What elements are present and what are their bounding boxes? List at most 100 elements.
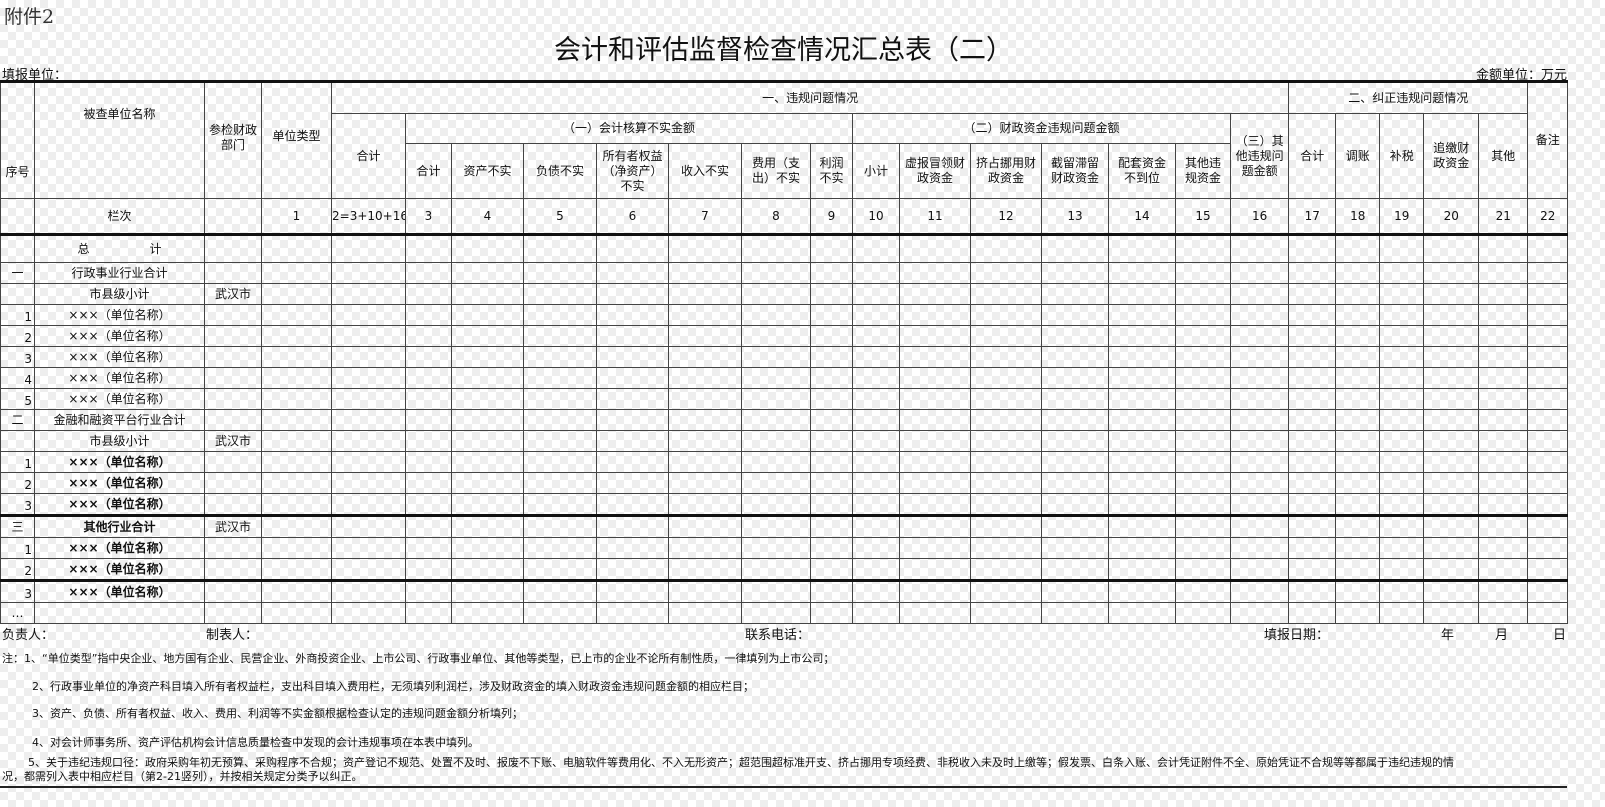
data-cell[interactable] [852, 537, 900, 559]
data-cell[interactable] [596, 537, 669, 559]
data-cell[interactable] [668, 472, 742, 494]
data-cell[interactable] [668, 537, 742, 559]
data-cell[interactable] [1527, 493, 1569, 517]
data-cell[interactable] [899, 409, 971, 431]
data-cell[interactable] [523, 409, 597, 431]
data-cell[interactable] [261, 451, 332, 473]
data-cell[interactable] [741, 304, 811, 326]
data-cell[interactable] [810, 537, 853, 559]
data-cell[interactable] [1527, 409, 1569, 431]
data-cell[interactable] [852, 472, 900, 494]
data-cell[interactable] [1423, 388, 1480, 410]
data-cell[interactable] [1478, 451, 1529, 473]
data-cell[interactable] [810, 388, 853, 410]
data-cell[interactable] [1175, 346, 1231, 368]
data-cell[interactable] [810, 472, 853, 494]
data-cell[interactable] [1175, 558, 1231, 582]
data-cell[interactable] [261, 262, 332, 284]
data-cell[interactable] [451, 515, 524, 538]
data-cell[interactable] [1041, 388, 1109, 410]
data-cell[interactable] [899, 367, 971, 389]
data-cell[interactable] [1335, 346, 1381, 368]
data-cell[interactable] [1288, 472, 1337, 494]
data-cell[interactable] [1175, 602, 1231, 624]
data-cell[interactable] [523, 283, 597, 305]
data-cell[interactable] [1108, 346, 1176, 368]
data-cell[interactable] [405, 234, 452, 263]
data-cell[interactable] [1335, 493, 1381, 517]
data-cell[interactable] [1379, 451, 1425, 473]
data-cell[interactable] [1229, 409, 1290, 431]
data-cell[interactable] [1041, 367, 1109, 389]
data-cell[interactable] [261, 493, 332, 517]
data-cell[interactable] [405, 515, 452, 538]
data-cell[interactable] [331, 580, 406, 603]
data-cell[interactable] [1175, 283, 1231, 305]
data-cell[interactable] [668, 234, 742, 263]
data-cell[interactable] [1527, 537, 1569, 559]
data-cell[interactable] [1478, 515, 1529, 538]
data-cell[interactable] [1229, 602, 1290, 624]
data-cell[interactable] [1379, 283, 1425, 305]
data-cell[interactable] [741, 325, 811, 347]
data-cell[interactable] [1423, 325, 1480, 347]
data-cell[interactable] [852, 325, 900, 347]
data-cell[interactable] [1335, 388, 1381, 410]
data-cell[interactable] [405, 304, 452, 326]
data-cell[interactable] [970, 558, 1042, 582]
data-cell[interactable] [1423, 367, 1480, 389]
data-cell[interactable] [261, 409, 332, 431]
data-cell[interactable] [331, 234, 406, 263]
data-cell[interactable] [668, 515, 742, 538]
data-cell[interactable] [810, 580, 853, 603]
data-cell[interactable] [1423, 451, 1480, 473]
data-cell[interactable] [852, 451, 900, 473]
data-cell[interactable] [970, 346, 1042, 368]
data-cell[interactable] [596, 234, 669, 263]
data-cell[interactable] [1478, 558, 1529, 582]
data-cell[interactable] [1108, 472, 1176, 494]
data-cell[interactable] [899, 304, 971, 326]
data-cell[interactable] [1108, 283, 1176, 305]
data-cell[interactable] [1423, 493, 1480, 517]
data-cell[interactable] [1229, 346, 1290, 368]
data-cell[interactable] [261, 346, 332, 368]
data-cell[interactable] [1288, 515, 1337, 538]
data-cell[interactable] [1175, 325, 1231, 347]
data-cell[interactable] [1288, 234, 1337, 263]
data-cell[interactable] [1335, 537, 1381, 559]
data-cell[interactable] [261, 283, 332, 305]
data-cell[interactable] [261, 234, 332, 263]
data-cell[interactable] [852, 409, 900, 431]
data-cell[interactable] [1423, 346, 1480, 368]
data-cell[interactable] [451, 558, 524, 582]
data-cell[interactable] [1288, 537, 1337, 559]
data-cell[interactable] [1379, 304, 1425, 326]
data-cell[interactable] [1478, 367, 1529, 389]
data-cell[interactable] [1229, 580, 1290, 603]
data-cell[interactable] [523, 262, 597, 284]
data-cell[interactable] [1379, 493, 1425, 517]
data-cell[interactable] [899, 558, 971, 582]
data-cell[interactable] [331, 283, 406, 305]
data-cell[interactable] [741, 602, 811, 624]
data-cell[interactable] [405, 602, 452, 624]
data-cell[interactable] [741, 451, 811, 473]
data-cell[interactable] [1108, 367, 1176, 389]
data-cell[interactable] [852, 283, 900, 305]
data-cell[interactable] [405, 325, 452, 347]
data-cell[interactable] [1288, 367, 1337, 389]
data-cell[interactable] [668, 558, 742, 582]
data-cell[interactable] [970, 493, 1042, 517]
data-cell[interactable] [596, 409, 669, 431]
data-cell[interactable] [1379, 346, 1425, 368]
data-cell[interactable] [1288, 325, 1337, 347]
data-cell[interactable] [1288, 451, 1337, 473]
data-cell[interactable] [1041, 346, 1109, 368]
data-cell[interactable] [331, 451, 406, 473]
data-cell[interactable] [1379, 472, 1425, 494]
data-cell[interactable] [668, 580, 742, 603]
data-cell[interactable] [1288, 409, 1337, 431]
data-cell[interactable] [1335, 262, 1381, 284]
data-cell[interactable] [1175, 451, 1231, 473]
